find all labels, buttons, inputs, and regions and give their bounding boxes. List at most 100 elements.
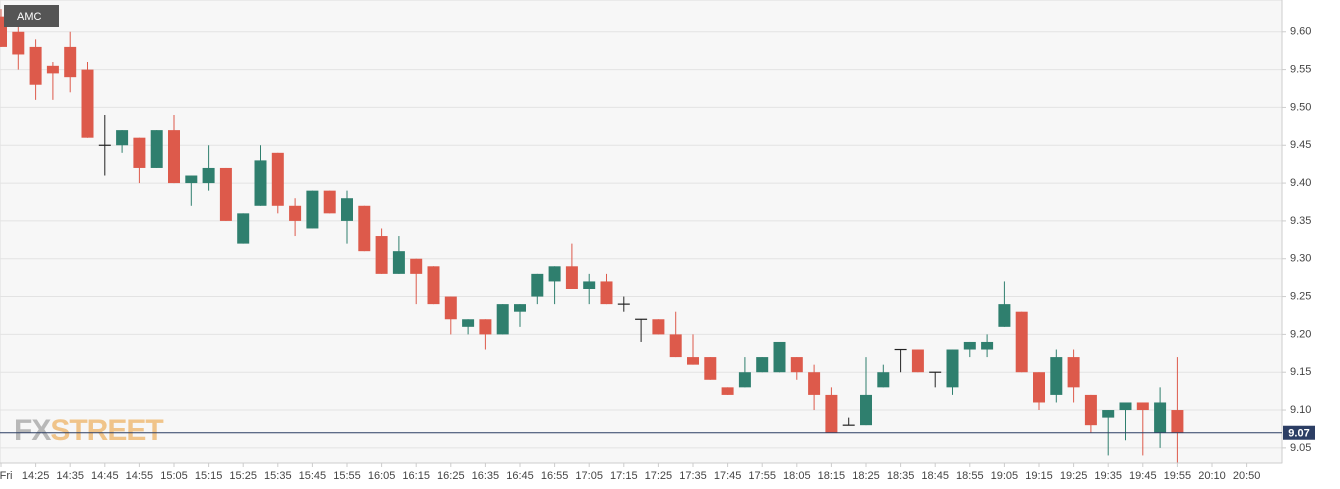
x-tick-label: Fri [0,470,12,482]
watermark: FXSTREET [14,414,163,447]
candle-body [410,258,423,274]
last-price-tag [1283,425,1315,440]
x-tick-label: 18:15 [818,470,846,482]
x-tick-label: 19:05 [991,470,1019,482]
x-tick-label: 19:15 [1025,470,1053,482]
x-tick-label: 17:35 [679,470,707,482]
candle-body [1102,410,1115,418]
y-tick-label: 9.20 [1290,328,1311,340]
candle-body [150,130,163,168]
candle-body [64,46,77,78]
candle-body [877,372,890,388]
candle-body [462,319,475,327]
grid [0,31,1282,449]
candle-body [687,357,699,365]
x-tick-label: 16:15 [402,470,430,482]
x-tick-label: 18:05 [783,470,811,482]
x-tick-label: 14:25 [22,470,50,482]
watermark-prefix: FX [14,414,51,447]
x-tick-label: 20:50 [1233,470,1261,482]
candle-body [46,65,59,74]
last-price-label: 9.07 [1288,428,1309,440]
candle-body [1033,372,1045,403]
candle-body [341,198,353,221]
x-tick-label: 20:10 [1198,470,1226,482]
candle-body [963,341,976,350]
candle-body [168,130,180,184]
candle-body [392,251,405,274]
candle-body [185,175,198,184]
candle-body [12,31,25,55]
x-tick-label: 17:05 [575,470,603,482]
candle-body [1119,402,1132,411]
candle-body [116,130,129,146]
candle-body [911,349,924,373]
candle-body [998,304,1011,327]
x-tick-label: 19:25 [1060,470,1088,482]
candle-body [29,46,42,85]
y-tick-label: 9.25 [1290,290,1311,302]
candle-body [531,273,544,297]
x-tick-label: 18:55 [956,470,984,482]
candle-body [496,304,509,335]
x-tick-label: 16:05 [368,470,396,482]
candle-body [756,357,769,373]
x-tick-label: 15:45 [299,470,327,482]
candle-body [375,236,388,274]
candle-body [1084,394,1097,426]
x-tick-label: 16:55 [541,470,569,482]
candle-body [289,205,302,221]
candle-body [669,334,682,358]
symbol: AMC [17,11,42,23]
x-tick-label: 17:55 [748,470,776,482]
x-tick-label: 18:45 [921,470,949,482]
candle-body [1171,410,1184,433]
candle-body [565,266,578,289]
candle-body [219,167,232,221]
candle-body [1015,311,1028,373]
x-tick-label: 14:55 [126,470,154,482]
candle-body [738,372,751,388]
y-tick-label: 9.40 [1290,177,1311,189]
x-tick-label: 15:55 [333,470,361,482]
candle-body [427,266,440,305]
candle-body [237,213,250,244]
x-tick-label: 16:25 [437,470,465,482]
x-tick-label: 16:35 [472,470,500,482]
candle-body [860,394,872,426]
candle-body [514,304,526,312]
candle-body [444,296,457,320]
candle-body [1067,357,1080,388]
x-tick-label: 14:35 [56,470,84,482]
y-tick-label: 9.55 [1290,64,1311,76]
candle-body [306,190,319,229]
watermark-suffix: STREET [50,414,163,447]
x-tick-label: 16:45 [506,470,534,482]
candle-body [808,372,821,395]
candle-body [946,349,959,388]
candle-body [790,357,803,373]
candle-body [721,387,734,395]
y-tick-label: 9.05 [1290,442,1311,454]
candles [0,9,1184,463]
x-tick-label: 18:35 [887,470,915,482]
x-tick-label: 15:15 [195,470,223,482]
x-tick-label: 14:45 [91,470,119,482]
x-tick-label: 19:55 [1164,470,1192,482]
candle-body [1050,357,1063,395]
candle-body [0,16,7,47]
candle-body [583,281,596,289]
candle-body [704,357,717,380]
x-tick-label: 15:05 [160,470,188,482]
candle-body [271,152,284,206]
candle-body [479,319,492,335]
candle-body [254,160,267,206]
y-tick-label: 9.60 [1290,26,1311,38]
symbol-tag [4,5,59,27]
candle-body [548,266,561,282]
candle-body [600,281,613,305]
candle-body [358,205,371,252]
x-tick-label: 18:25 [852,470,880,482]
candle-body [825,394,838,433]
